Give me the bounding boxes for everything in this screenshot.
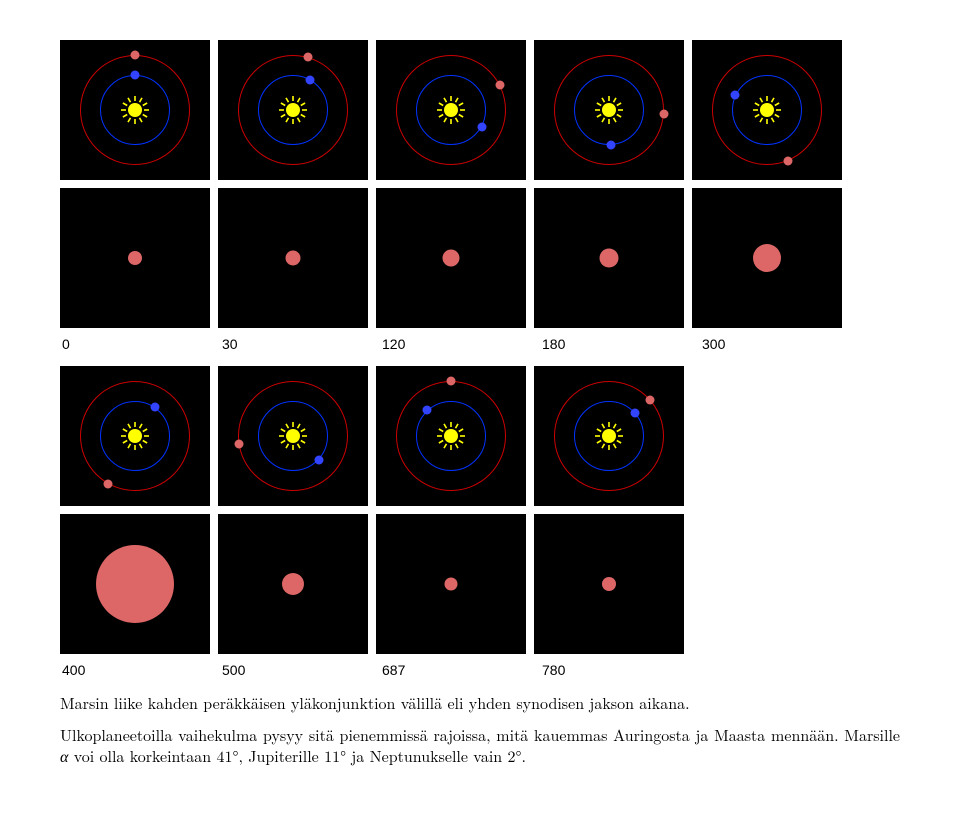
mars-dot [495, 80, 504, 89]
earth-dot [423, 406, 432, 415]
day-label: 120 [380, 336, 532, 352]
apparent-size-panel [218, 188, 368, 328]
mars-dot [447, 377, 456, 386]
day-label: 780 [540, 662, 692, 678]
mars-dot [234, 439, 243, 448]
body-text: Marsin liike kahden peräkkäisen yläkonju… [60, 692, 900, 769]
earth-dot [314, 455, 323, 464]
apparent-size-panel [534, 514, 684, 654]
earth-dot [731, 90, 740, 99]
alpha-symbol: α [60, 749, 68, 766]
day-label: 687 [380, 662, 532, 678]
orbit-row-2 [60, 366, 900, 506]
day-label: 180 [540, 336, 692, 352]
orbit-panel [218, 40, 368, 180]
earth-dot [131, 71, 140, 80]
mars-dot [646, 395, 655, 404]
apparent-size-panel [60, 188, 210, 328]
apparent-size-row-1 [60, 188, 900, 328]
mars-dot [659, 110, 668, 119]
mars-dot [784, 156, 793, 165]
apparent-size-panel [60, 514, 210, 654]
day-label: 400 [60, 662, 212, 678]
orbit-panel [376, 40, 526, 180]
apparent-size-panel [534, 188, 684, 328]
mars-apparent-disk [282, 573, 304, 595]
day-label: 500 [220, 662, 372, 678]
day-label: 0 [60, 336, 212, 352]
orbit-panel [60, 40, 210, 180]
mars-apparent-disk [128, 251, 142, 265]
mars-dot [303, 53, 312, 62]
apparent-size-row-2 [60, 514, 900, 654]
day-label: 300 [700, 336, 852, 352]
apparent-size-panel [376, 514, 526, 654]
caption-paragraph: Marsin liike kahden peräkkäisen yläkonju… [60, 692, 900, 714]
explanation-paragraph: Ulkoplaneetoilla vaihekulma pysyy sitä p… [60, 724, 900, 769]
earth-dot [150, 403, 159, 412]
mars-apparent-disk [602, 577, 616, 591]
orbit-panel [692, 40, 842, 180]
mars-apparent-disk [753, 244, 781, 272]
orbit-panel [376, 366, 526, 506]
label-row-1: 0 30 120 180 300 [60, 336, 900, 352]
orbit-panel [60, 366, 210, 506]
apparent-size-panel [692, 188, 842, 328]
day-label: 30 [220, 336, 372, 352]
apparent-size-panel [218, 514, 368, 654]
orbit-row-1 [60, 40, 900, 180]
orbit-panel [534, 366, 684, 506]
mars-dot [131, 51, 140, 60]
mars-apparent-disk [286, 251, 301, 266]
mars-dot [103, 479, 112, 488]
mars-apparent-disk [600, 249, 619, 268]
earth-dot [631, 408, 640, 417]
earth-dot [306, 75, 315, 84]
orbit-panel [218, 366, 368, 506]
apparent-size-panel [376, 188, 526, 328]
mars-apparent-disk [96, 545, 174, 623]
mars-apparent-disk [443, 250, 460, 267]
orbit-panel [534, 40, 684, 180]
mars-apparent-disk [445, 578, 458, 591]
label-row-2: 400 500 687 780 [60, 662, 900, 678]
earth-dot [606, 140, 615, 149]
earth-dot [477, 122, 486, 131]
